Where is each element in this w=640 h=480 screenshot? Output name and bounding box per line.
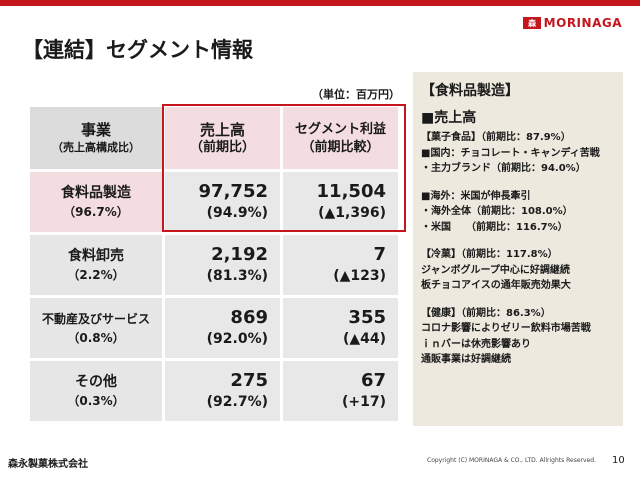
sales-cell: 97,752 (94.9%) xyxy=(165,172,280,232)
header-profit: セグメント利益 （前期比較） xyxy=(283,107,398,169)
panel-line: ｉｎバーは休売影響あり xyxy=(421,338,531,350)
table-row: 不動産及びサービス （0.8%） 869 (92.0%) 355 (▲44) xyxy=(30,298,398,358)
panel-title: 【食料品製造】 xyxy=(421,83,519,99)
panel-line: 【冷菓】（前期比：117.8%） xyxy=(421,249,558,260)
profit-cell: 11,504 (▲1,396) xyxy=(283,172,398,232)
top-accent-bar xyxy=(0,0,640,6)
panel-line: ■海外：米国が伸長牽引 xyxy=(421,190,531,202)
page-number: 10 xyxy=(612,455,625,466)
panel-spacer xyxy=(421,177,621,189)
segment-table: 事業 （売上高構成比） 売上高 （前期比） セグメント利益 （前期比較） 食料品… xyxy=(27,104,401,424)
panel-line: コロナ影響によりゼリー飲料市場苦戦 xyxy=(421,323,591,334)
panel-line: ・米国 （前期比：116.7%） xyxy=(421,221,568,233)
profit-cell: 7 (▲123) xyxy=(283,235,398,295)
company-name: 森永製菓株式会社 xyxy=(8,459,88,470)
panel-heading: ■売上高 xyxy=(421,110,477,126)
panel-spacer xyxy=(421,235,621,247)
panel-line: 【健康】（前期比：86.3%） xyxy=(421,307,551,319)
sales-cell: 2,192 (81.3%) xyxy=(165,235,280,295)
row-label: 食料卸売 （2.2%） xyxy=(30,235,162,295)
morinaga-angel-icon: 森 xyxy=(522,17,541,29)
profit-cell: 355 (▲44) xyxy=(283,298,398,358)
sales-cell: 869 (92.0%) xyxy=(165,298,280,358)
header-sales: 売上高 （前期比） xyxy=(165,107,280,169)
sales-cell: 275 (92.7%) xyxy=(165,361,280,421)
unit-note: （単位：百万円） xyxy=(312,88,400,101)
panel-body: ■売上高 【菓子食品】（前期比：87.9%） ■国内：チョコレート・キャンディ苦… xyxy=(421,108,621,368)
table-row: その他 （0.3%） 275 (92.7%) 67 (+17) xyxy=(30,361,398,421)
table-header-row: 事業 （売上高構成比） 売上高 （前期比） セグメント利益 （前期比較） xyxy=(30,107,398,169)
panel-line: 通販事業は好調継続 xyxy=(421,354,511,365)
row-label: 食料品製造 （96.7%） xyxy=(30,172,162,232)
panel-spacer xyxy=(421,294,621,306)
header-business: 事業 （売上高構成比） xyxy=(30,107,162,169)
panel-line: ・主力ブランド（前期比：94.0%） xyxy=(421,163,586,174)
row-label: その他 （0.3%） xyxy=(30,361,162,421)
page-title: 【連結】セグメント情報 xyxy=(22,38,253,62)
profit-cell: 67 (+17) xyxy=(283,361,398,421)
brand-name: MORINAGA xyxy=(543,16,622,30)
panel-line: 板チョコアイスの通年販売効果大 xyxy=(421,280,571,291)
panel-line: ・海外全体（前期比：108.0%） xyxy=(421,206,573,217)
row-label: 不動産及びサービス （0.8%） xyxy=(30,298,162,358)
table-row: 食料品製造 （96.7%） 97,752 (94.9%) 11,504 (▲1,… xyxy=(30,172,398,232)
copyright: Copyright (C) MORINAGA & CO., LTD. Allri… xyxy=(427,457,596,464)
panel-line: 【菓子食品】（前期比：87.9%） xyxy=(421,132,571,143)
panel-line: ジャンボグループ中心に好調継続 xyxy=(421,264,570,276)
table-row: 食料卸売 （2.2%） 2,192 (81.3%) 7 (▲123) xyxy=(30,235,398,295)
panel-line: ■国内：チョコレート・キャンディ苦戦 xyxy=(421,147,600,159)
brand-logo: 森 MORINAGA xyxy=(522,16,622,30)
commentary-panel: 【食料品製造】 ■売上高 【菓子食品】（前期比：87.9%） ■国内：チョコレー… xyxy=(413,72,623,426)
